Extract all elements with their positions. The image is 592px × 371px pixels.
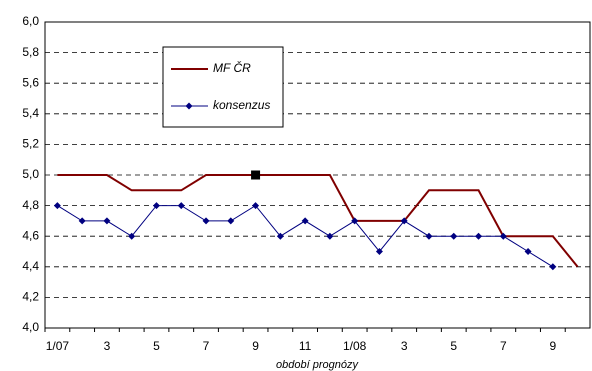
x-tick-label: 9	[252, 339, 259, 353]
point-marker	[301, 217, 309, 225]
x-tick-label: 11	[299, 339, 312, 353]
y-tick-label: 4,2	[22, 290, 39, 304]
point-marker	[400, 217, 408, 225]
point-marker	[202, 217, 210, 225]
point-marker	[177, 202, 185, 210]
y-tick-label: 5,6	[22, 75, 39, 89]
legend-box	[162, 46, 284, 128]
series-line	[57, 174, 579, 268]
point-marker	[475, 232, 483, 240]
y-tick-label: 4,0	[22, 320, 39, 334]
point-marker	[351, 217, 359, 225]
x-tick-label: 3	[104, 339, 111, 353]
x-tick-label: 1/07	[46, 339, 70, 353]
point-marker	[425, 232, 433, 240]
y-tick-label: 6,0	[22, 14, 39, 28]
point-marker	[326, 232, 334, 240]
point-marker	[53, 202, 61, 210]
point-marker	[375, 248, 383, 255]
y-tick-label: 4,8	[22, 198, 39, 212]
y-tick-label: 5,2	[22, 137, 39, 151]
legend-label: konsenzus	[213, 98, 270, 112]
point-marker	[499, 232, 507, 240]
highlight-marker	[251, 170, 261, 180]
point-marker	[549, 263, 557, 271]
x-tick-label: 3	[401, 339, 408, 353]
point-marker	[276, 232, 284, 240]
x-tick-label: 5	[153, 339, 160, 353]
point-marker	[227, 217, 235, 225]
point-marker	[128, 232, 136, 240]
point-marker	[252, 202, 260, 210]
y-tick-label: 5,8	[22, 45, 39, 59]
x-tick-label: 7	[203, 339, 210, 353]
x-axis-label: období prognózy	[276, 359, 359, 371]
point-marker	[78, 217, 86, 225]
y-tick-label: 4,6	[22, 228, 39, 242]
point-marker	[152, 202, 160, 210]
x-tick-label: 9	[549, 339, 556, 353]
point-marker	[103, 217, 111, 225]
y-tick-label: 4,4	[22, 259, 39, 273]
point-marker	[450, 232, 458, 240]
point-marker	[524, 248, 532, 255]
x-tick-label: 1/08	[343, 339, 367, 353]
legend-marker	[185, 102, 193, 110]
y-tick-label: 5,0	[22, 167, 39, 181]
y-tick-label: 5,4	[22, 106, 39, 120]
x-tick-label: 5	[450, 339, 457, 353]
legend-label: MF ČR	[213, 60, 251, 75]
x-tick-label: 7	[500, 339, 507, 353]
